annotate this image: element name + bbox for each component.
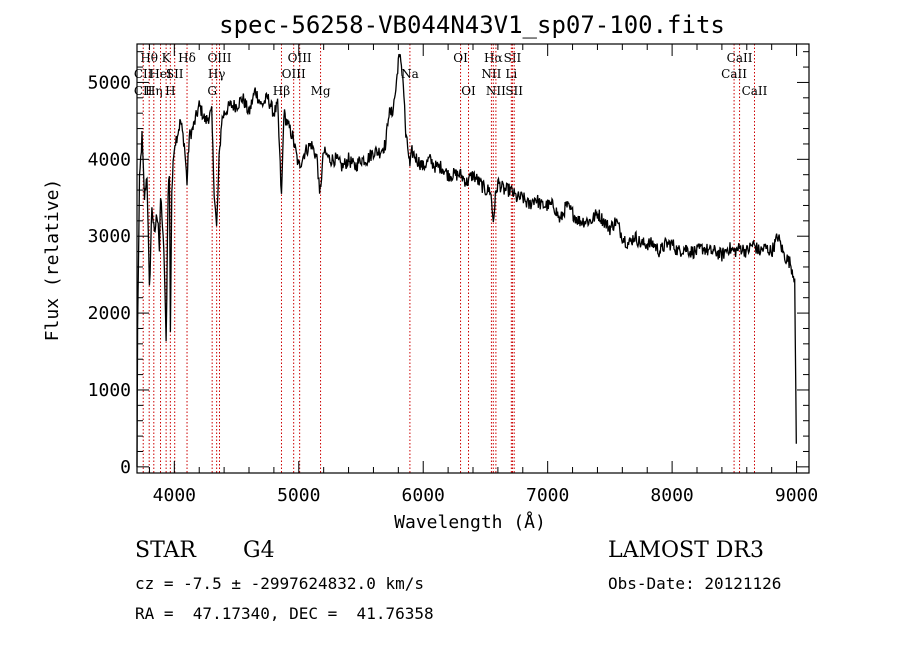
line-label: CaII <box>727 51 753 65</box>
flux-series-line <box>136 53 797 467</box>
coordinates-readout: RA = 47.17340, DEC = 41.76358 <box>135 604 434 623</box>
line-label: Li <box>505 67 517 81</box>
line-label: OIII <box>288 51 312 65</box>
line-label: Hα <box>484 51 503 65</box>
line-label: OIII <box>207 51 231 65</box>
object-subclass: G4 <box>243 538 275 563</box>
line-label: SII <box>505 84 523 98</box>
observation-date: Obs-Date: 20121126 <box>608 574 782 593</box>
x-axis-label: Wavelength (Å) <box>394 511 546 533</box>
y-tick-label: 1000 <box>88 380 131 401</box>
line-label: OIII <box>282 67 306 81</box>
line-label: CaII <box>721 67 747 81</box>
line-label: CaII <box>742 84 768 98</box>
x-tick-label: 4000 <box>153 485 196 506</box>
line-label: H <box>165 84 175 98</box>
plot-frame <box>136 43 810 474</box>
line-label: K <box>162 51 172 65</box>
line-label: Hη <box>145 84 163 98</box>
y-tick-label: 4000 <box>88 149 131 170</box>
line-label: HeI <box>149 67 172 81</box>
x-tick-label: 5000 <box>277 485 320 506</box>
y-tick-label: 2000 <box>88 303 131 324</box>
x-tick-label: 8000 <box>650 485 693 506</box>
x-tick-label: 9000 <box>775 485 818 506</box>
line-label: NII <box>486 84 506 98</box>
redshift-readout: cz = -7.5 ± -2997624832.0 km/s <box>135 574 424 593</box>
y-tick-label: 3000 <box>88 226 131 247</box>
y-tick-label: 5000 <box>88 72 131 93</box>
x-tick-label: 7000 <box>526 485 569 506</box>
line-label: Na <box>401 67 419 81</box>
object-class: STAR <box>135 538 196 563</box>
y-tick-label: 0 <box>120 457 131 478</box>
chart-title: spec-56258-VB044N43V1_sp07-100.fits <box>219 11 725 39</box>
axis-ticks: 4000 5000 6000 7000 8000 9000 0 1000 2000 3000 400… <box>88 44 818 506</box>
line-label: NII <box>481 67 501 81</box>
line-label: Hγ <box>208 67 226 81</box>
line-label: SII <box>166 67 184 81</box>
line-label: CII <box>134 84 153 98</box>
line-label: Hδ <box>178 51 196 65</box>
survey-name: LAMOST DR3 <box>608 538 764 563</box>
line-label: SII <box>504 51 522 65</box>
line-label: OI <box>453 51 468 65</box>
line-label: CII <box>134 67 153 81</box>
x-tick-label: 6000 <box>402 485 445 506</box>
line-label: G <box>207 84 217 98</box>
line-label: Hβ <box>273 84 290 98</box>
line-label: Mg <box>311 84 331 98</box>
y-axis-label: Flux (relative) <box>42 179 63 342</box>
line-label: OI <box>461 84 476 98</box>
